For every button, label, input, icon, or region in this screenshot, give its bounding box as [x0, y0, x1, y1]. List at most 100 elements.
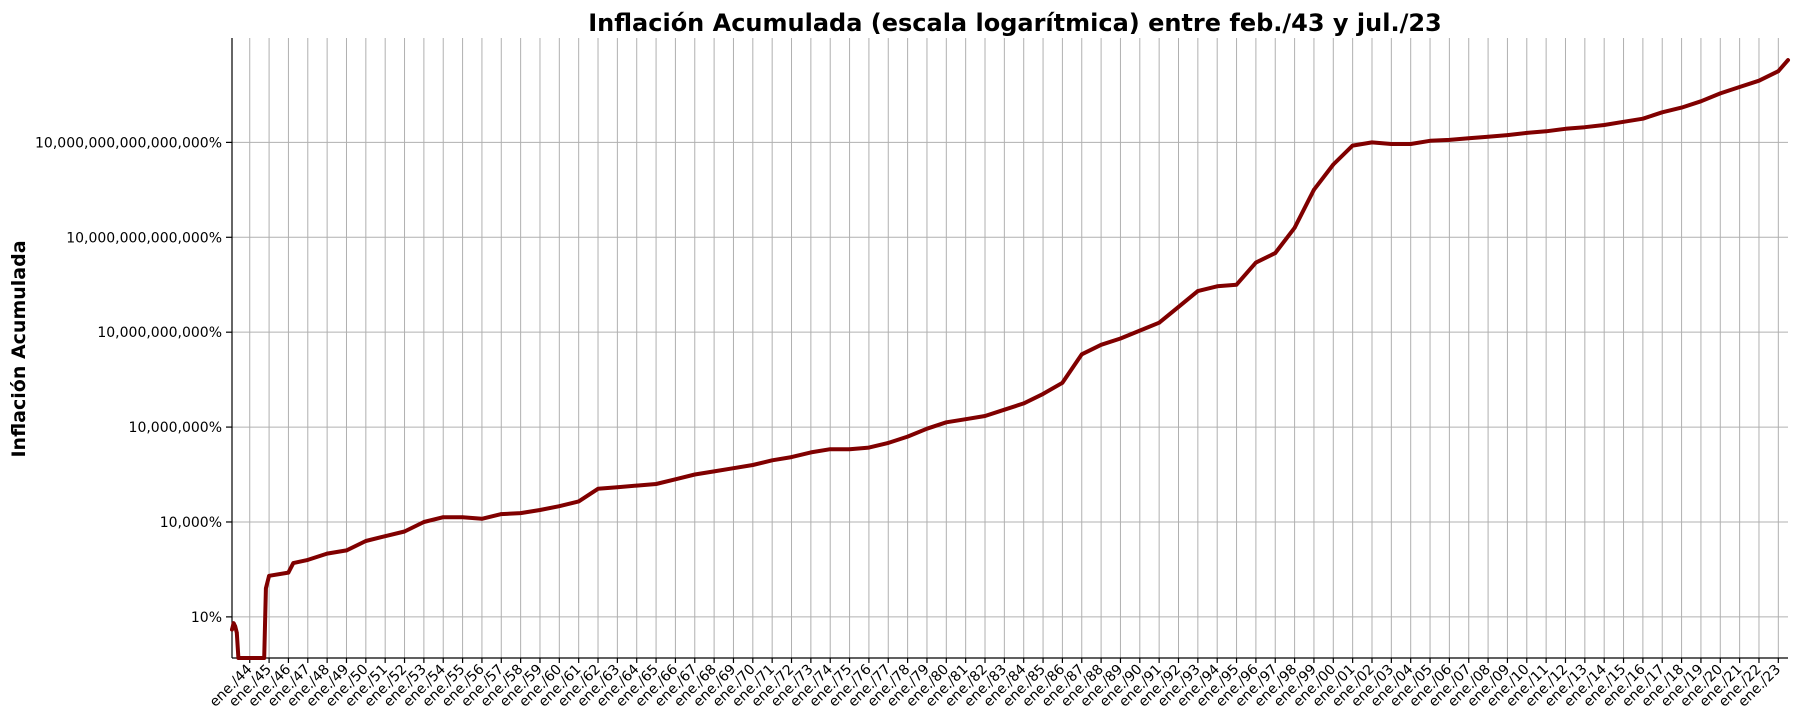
data-point — [654, 482, 658, 486]
data-point — [286, 570, 291, 575]
data-point — [1679, 105, 1684, 110]
y-tick-label: 10,000,000,000,000,000% — [35, 135, 222, 151]
data-point — [1737, 85, 1742, 89]
data-point — [1350, 143, 1355, 148]
data-point — [1234, 282, 1239, 287]
data-point — [1563, 127, 1568, 131]
data-point — [1254, 260, 1258, 265]
data-point — [557, 504, 562, 509]
data-point — [1331, 162, 1336, 167]
data-point — [1786, 58, 1790, 62]
data-point — [264, 586, 268, 591]
data-point — [1196, 289, 1200, 293]
data-point — [1176, 305, 1181, 309]
data-point — [1505, 133, 1510, 137]
data-point — [576, 499, 581, 504]
data-point — [383, 534, 388, 538]
data-point — [1544, 129, 1548, 134]
x-axis-ticks: ene./44ene./45ene./46ene./47ene./48ene./… — [207, 658, 1784, 710]
data-point — [963, 417, 968, 422]
data-point — [634, 483, 639, 488]
data-point — [306, 558, 310, 562]
series-line — [230, 58, 1790, 660]
data-point — [364, 539, 368, 543]
data-point — [236, 656, 241, 660]
data-point — [1273, 251, 1277, 255]
data-point — [1583, 125, 1587, 129]
y-tick-label: 10% — [191, 610, 222, 626]
data-point — [233, 624, 237, 629]
data-point — [441, 515, 446, 519]
data-point — [1138, 328, 1142, 333]
data-point — [1080, 352, 1084, 357]
data-point — [1099, 343, 1103, 347]
data-point — [1060, 381, 1065, 385]
y-tick-label: 10,000,000,000% — [97, 325, 222, 341]
data-point — [1002, 407, 1007, 412]
data-point — [1466, 136, 1471, 141]
data-point — [731, 466, 736, 471]
data-point — [402, 529, 407, 534]
data-point — [1215, 284, 1219, 289]
data-point — [828, 447, 832, 452]
data-point — [1660, 110, 1664, 115]
data-point — [1718, 91, 1723, 96]
data-point — [847, 447, 852, 452]
data-point — [231, 621, 236, 625]
data-point — [518, 511, 523, 515]
data-point — [538, 508, 542, 512]
data-point — [673, 477, 678, 482]
data-point — [1021, 401, 1026, 406]
grid-lines — [232, 38, 1788, 658]
data-point — [1041, 392, 1045, 396]
data-point — [693, 472, 697, 477]
data-point — [235, 630, 239, 635]
y-tick-label: 10,000,000% — [129, 420, 222, 436]
data-point — [1621, 120, 1626, 124]
data-point — [886, 441, 891, 445]
data-point — [615, 485, 620, 490]
data-point — [770, 458, 774, 463]
y-tick-label: 10,000% — [160, 515, 222, 531]
y-axis-label: Inflación Acumulada — [8, 240, 30, 457]
data-point — [262, 656, 267, 660]
y-axis-ticks: 10% 10,000% 10,000,000% 10,000,000,000% 10,0… — [35, 135, 232, 626]
axes — [231, 38, 1788, 659]
data-point — [944, 420, 949, 425]
data-point — [983, 414, 987, 418]
data-point — [1312, 188, 1316, 192]
data-point — [905, 434, 910, 439]
data-point — [809, 450, 813, 455]
data-point — [925, 426, 929, 431]
data-point — [1428, 139, 1432, 143]
data-point — [751, 463, 755, 467]
data-point — [344, 548, 349, 553]
data-point — [1757, 78, 1761, 83]
data-point — [1602, 123, 1606, 127]
data-point — [1486, 134, 1490, 139]
y-tick-label: 10,000,000,000,000% — [66, 230, 222, 246]
data-point — [1408, 142, 1413, 146]
data-point — [1525, 131, 1529, 135]
data-point — [1776, 69, 1781, 73]
series-group — [230, 58, 1790, 660]
data-point — [460, 515, 465, 519]
data-point — [789, 455, 794, 459]
data-point — [1699, 99, 1703, 104]
data-point — [480, 517, 484, 521]
data-point — [1389, 142, 1394, 146]
data-point — [1157, 320, 1161, 325]
data-point — [267, 574, 271, 578]
data-point — [1447, 138, 1452, 142]
data-point — [291, 561, 296, 565]
data-point — [712, 469, 716, 474]
data-point — [867, 445, 871, 450]
data-point — [499, 512, 504, 516]
data-point — [422, 520, 426, 524]
data-point — [325, 551, 329, 556]
data-point — [1118, 336, 1123, 341]
data-point — [1641, 116, 1645, 121]
data-point — [230, 627, 234, 632]
data-point — [1292, 226, 1297, 230]
